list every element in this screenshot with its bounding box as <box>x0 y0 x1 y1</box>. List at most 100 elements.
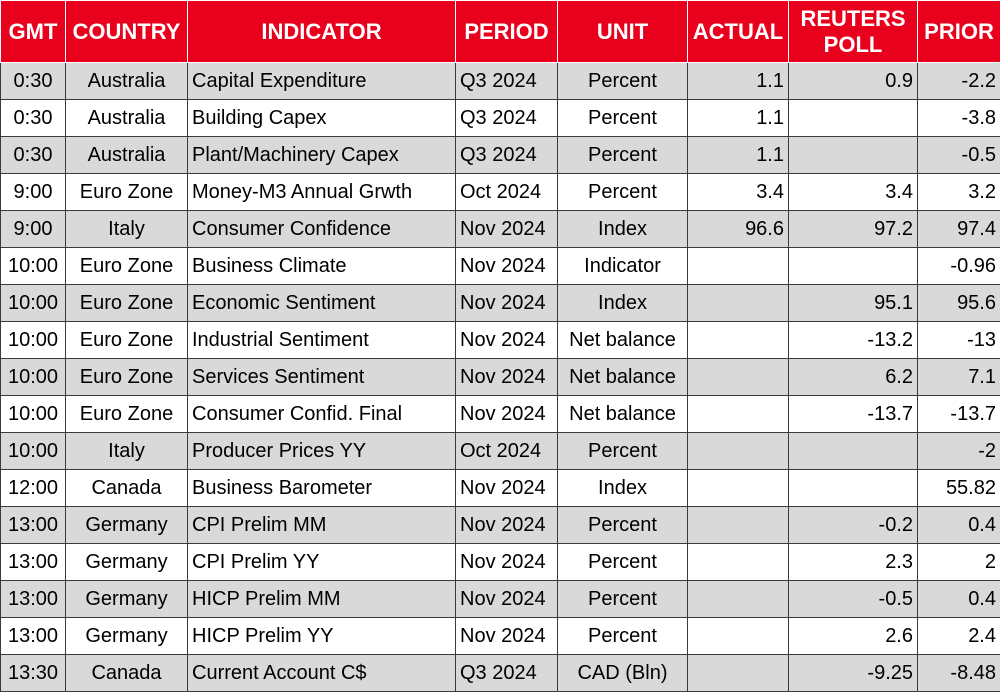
gmt-cell: 10:00 <box>1 433 66 470</box>
actual-cell <box>688 322 789 359</box>
header-gmt: GMT <box>1 1 66 63</box>
prior-cell: 97.4 <box>918 211 1000 248</box>
country-cell: Euro Zone <box>66 396 188 433</box>
header-indicator: INDICATOR <box>188 1 456 63</box>
indicator-cell: Capital Expenditure <box>188 63 456 100</box>
period-cell: Nov 2024 <box>456 248 558 285</box>
poll-cell: -9.25 <box>789 655 918 692</box>
actual-cell <box>688 359 789 396</box>
prior-cell: -3.8 <box>918 100 1000 137</box>
poll-cell <box>789 100 918 137</box>
header-reuters-poll-line2: POLL <box>824 32 883 57</box>
country-cell: Euro Zone <box>66 174 188 211</box>
actual-cell <box>688 655 789 692</box>
gmt-cell: 10:00 <box>1 248 66 285</box>
header-row: GMT COUNTRY INDICATOR PERIOD UNIT ACTUAL… <box>1 1 1000 63</box>
period-cell: Oct 2024 <box>456 174 558 211</box>
poll-cell: -0.5 <box>789 581 918 618</box>
actual-cell: 96.6 <box>688 211 789 248</box>
poll-cell: -0.2 <box>789 507 918 544</box>
prior-cell: 2 <box>918 544 1000 581</box>
period-cell: Q3 2024 <box>456 655 558 692</box>
prior-cell: 55.82 <box>918 470 1000 507</box>
period-cell: Nov 2024 <box>456 396 558 433</box>
indicator-cell: HICP Prelim MM <box>188 581 456 618</box>
prior-cell: 3.2 <box>918 174 1000 211</box>
actual-cell: 1.1 <box>688 100 789 137</box>
unit-cell: Percent <box>558 433 688 470</box>
poll-cell <box>789 470 918 507</box>
header-prior: PRIOR <box>918 1 1000 63</box>
poll-cell <box>789 248 918 285</box>
poll-cell: 0.9 <box>789 63 918 100</box>
period-cell: Nov 2024 <box>456 581 558 618</box>
unit-cell: Percent <box>558 174 688 211</box>
period-cell: Q3 2024 <box>456 137 558 174</box>
unit-cell: Net balance <box>558 359 688 396</box>
country-cell: Germany <box>66 544 188 581</box>
unit-cell: CAD (Bln) <box>558 655 688 692</box>
indicator-cell: Services Sentiment <box>188 359 456 396</box>
actual-cell <box>688 544 789 581</box>
poll-cell: 2.3 <box>789 544 918 581</box>
gmt-cell: 9:00 <box>1 174 66 211</box>
country-cell: Euro Zone <box>66 359 188 396</box>
prior-cell: -0.96 <box>918 248 1000 285</box>
actual-cell <box>688 581 789 618</box>
poll-cell: 6.2 <box>789 359 918 396</box>
period-cell: Nov 2024 <box>456 322 558 359</box>
period-cell: Nov 2024 <box>456 285 558 322</box>
poll-cell: 97.2 <box>789 211 918 248</box>
gmt-cell: 12:00 <box>1 470 66 507</box>
period-cell: Nov 2024 <box>456 544 558 581</box>
period-cell: Nov 2024 <box>456 618 558 655</box>
gmt-cell: 13:00 <box>1 581 66 618</box>
period-cell: Q3 2024 <box>456 100 558 137</box>
unit-cell: Index <box>558 285 688 322</box>
unit-cell: Index <box>558 211 688 248</box>
period-cell: Nov 2024 <box>456 470 558 507</box>
period-cell: Q3 2024 <box>456 63 558 100</box>
poll-cell: 95.1 <box>789 285 918 322</box>
actual-cell: 3.4 <box>688 174 789 211</box>
period-cell: Nov 2024 <box>456 211 558 248</box>
indicator-cell: Economic Sentiment <box>188 285 456 322</box>
indicator-cell: Industrial Sentiment <box>188 322 456 359</box>
indicator-cell: Business Climate <box>188 248 456 285</box>
country-cell: Australia <box>66 63 188 100</box>
poll-cell: 3.4 <box>789 174 918 211</box>
country-cell: Australia <box>66 100 188 137</box>
period-cell: Nov 2024 <box>456 359 558 396</box>
poll-cell: -13.7 <box>789 396 918 433</box>
period-cell: Oct 2024 <box>456 433 558 470</box>
prior-cell: -0.5 <box>918 137 1000 174</box>
prior-cell: -2.2 <box>918 63 1000 100</box>
poll-cell: -13.2 <box>789 322 918 359</box>
unit-cell: Net balance <box>558 396 688 433</box>
prior-cell: -8.48 <box>918 655 1000 692</box>
actual-cell <box>688 396 789 433</box>
country-cell: Germany <box>66 581 188 618</box>
gmt-cell: 0:30 <box>1 63 66 100</box>
unit-cell: Percent <box>558 581 688 618</box>
indicator-cell: HICP Prelim YY <box>188 618 456 655</box>
unit-cell: Percent <box>558 507 688 544</box>
country-cell: Italy <box>66 433 188 470</box>
header-reuters-poll-line1: REUTERS <box>800 6 905 31</box>
indicator-cell: Business Barometer <box>188 470 456 507</box>
gmt-cell: 13:00 <box>1 618 66 655</box>
unit-cell: Indicator <box>558 248 688 285</box>
gmt-cell: 13:30 <box>1 655 66 692</box>
gmt-cell: 10:00 <box>1 359 66 396</box>
indicator-cell: Plant/Machinery Capex <box>188 137 456 174</box>
indicator-cell: Consumer Confidence <box>188 211 456 248</box>
